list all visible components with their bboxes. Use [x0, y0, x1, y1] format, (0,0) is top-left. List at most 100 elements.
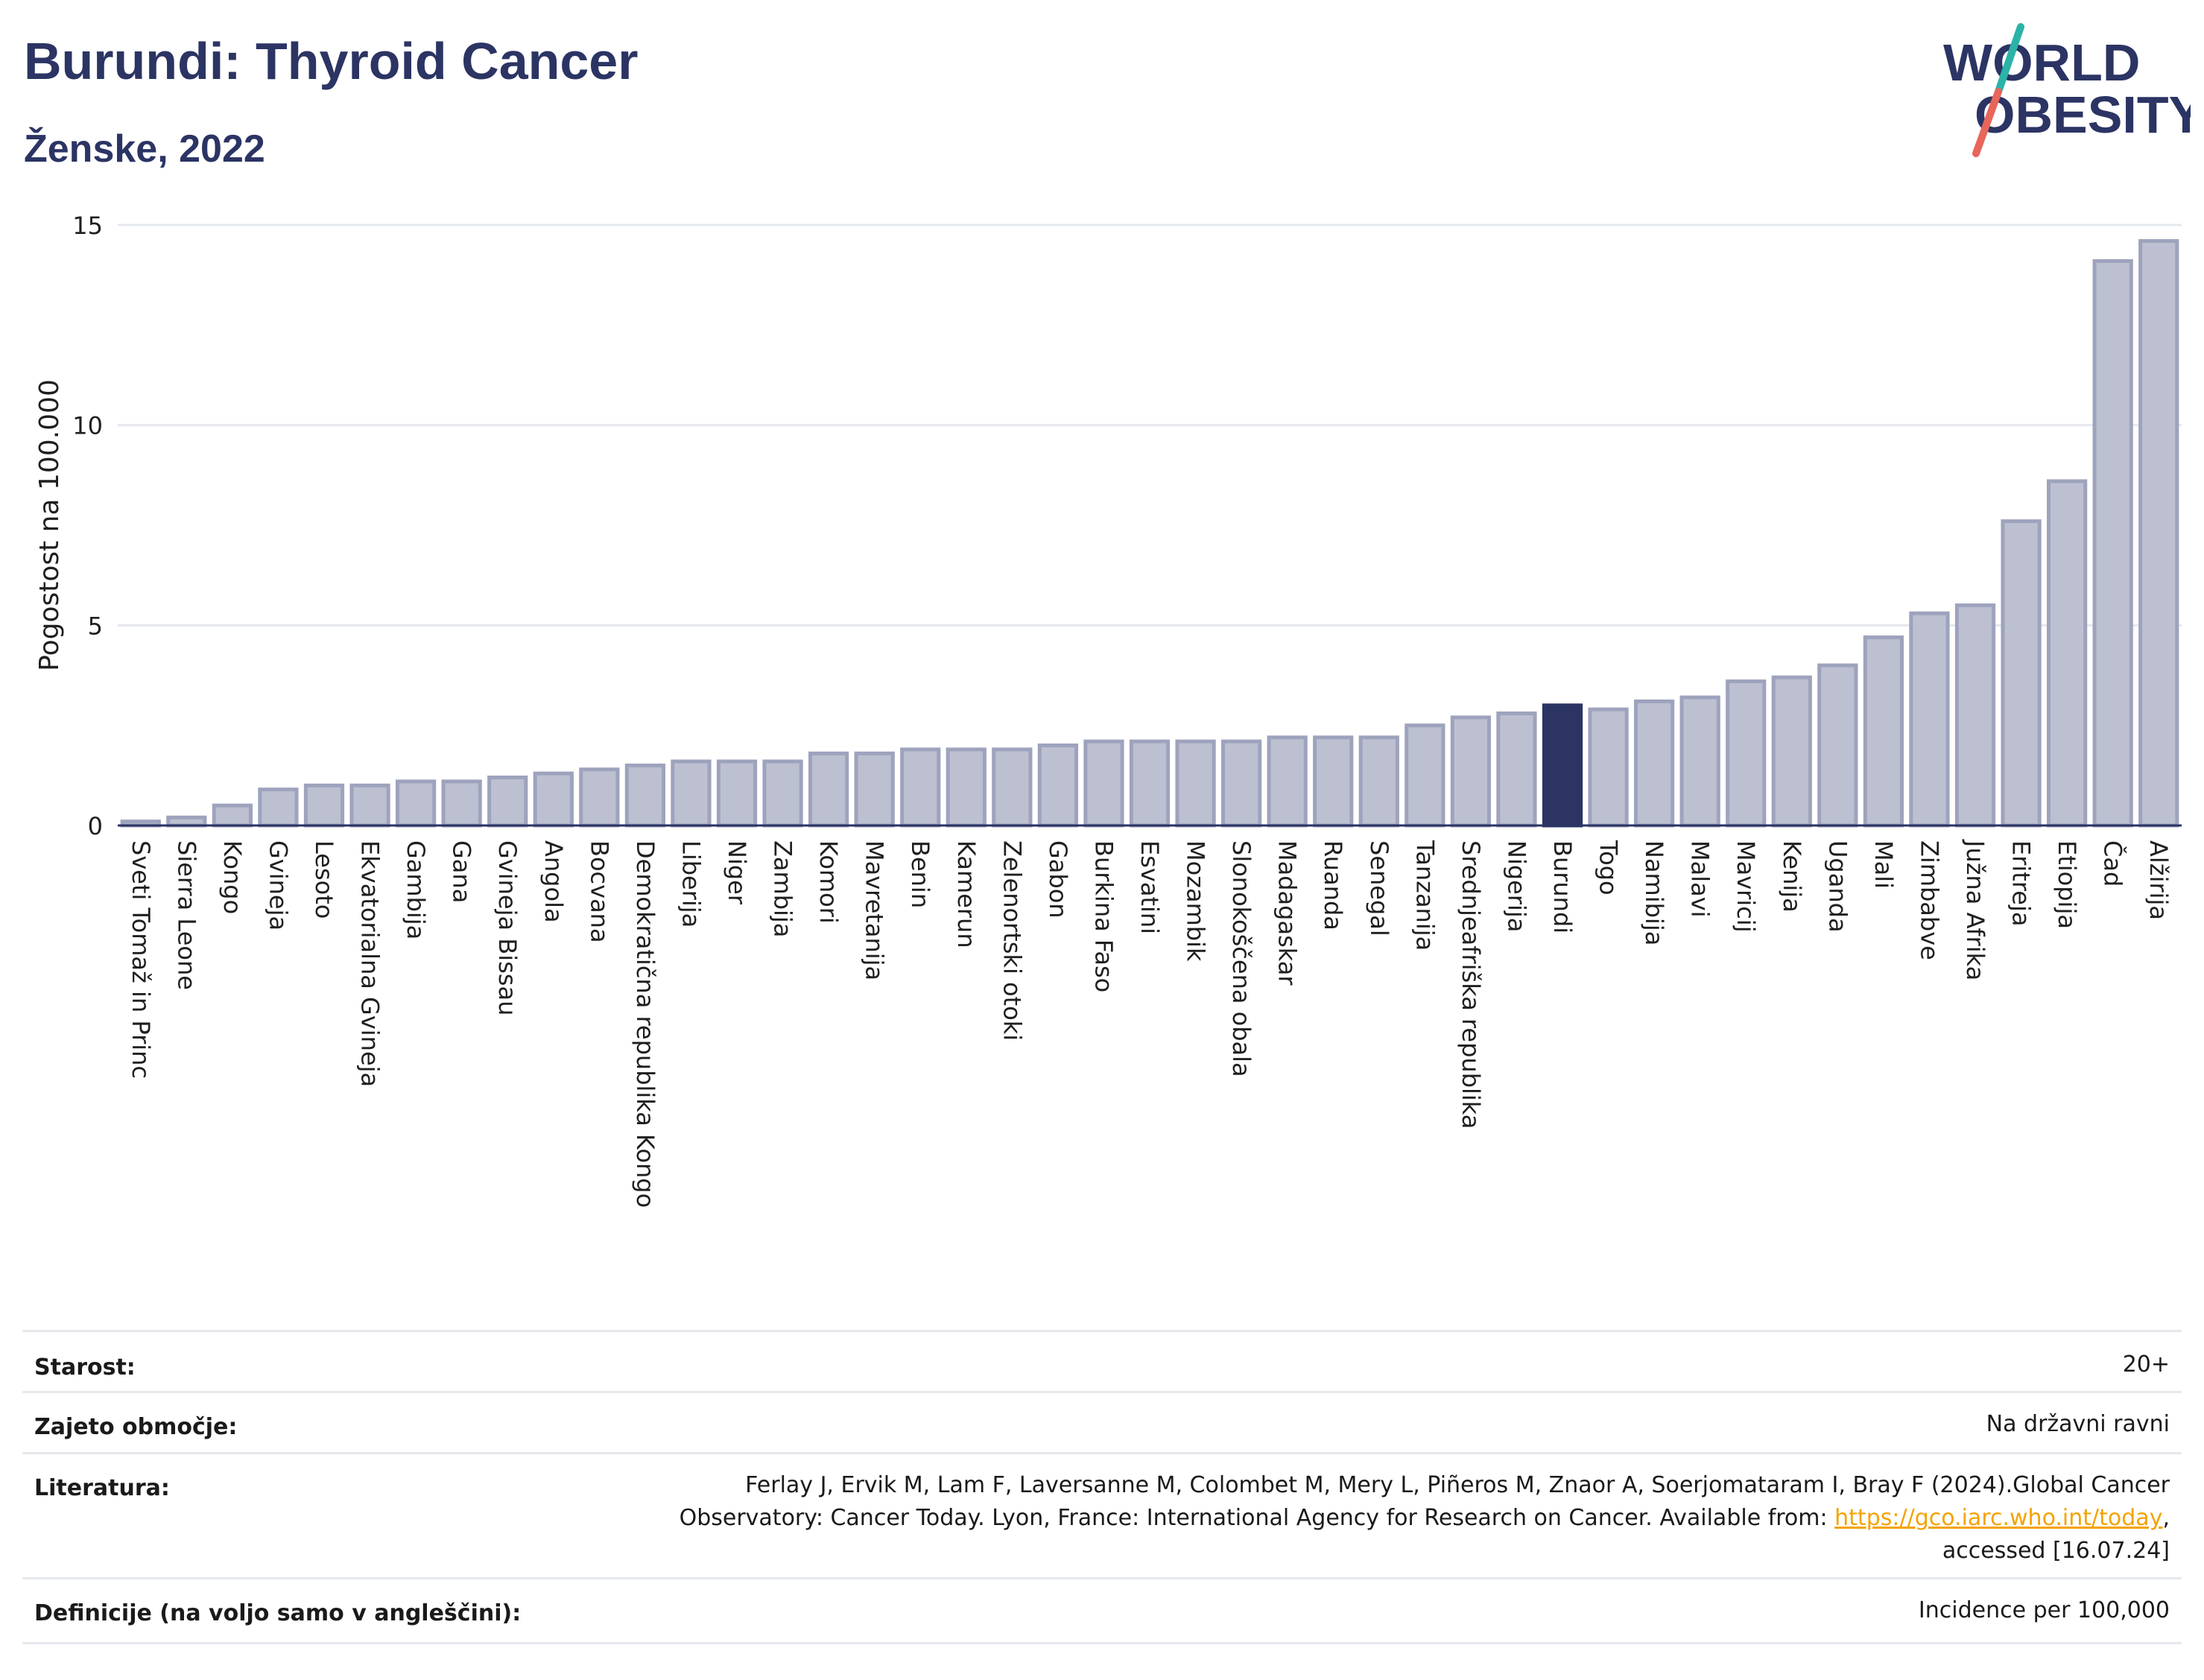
bar-burkina-faso — [1083, 739, 1124, 828]
reference-label: Literatura: — [34, 1475, 170, 1501]
category-label: Srednjeafriška republika — [1457, 840, 1485, 1129]
bar-gvineja — [258, 787, 299, 828]
category-label: Gvineja — [264, 840, 292, 931]
category-label: Gana — [448, 840, 476, 903]
bar-al-irija — [2138, 238, 2179, 828]
logo-slash-bottom — [1972, 88, 2002, 157]
bar-zelenortski-otoki — [992, 747, 1033, 828]
category-label: Malavi — [1686, 840, 1714, 918]
bar-zambija — [762, 759, 803, 828]
bar--ad — [2092, 259, 2133, 828]
definitions-label: Definicije (na voljo samo v angleščini): — [34, 1600, 522, 1626]
reference-link[interactable]: https://gco.iarc.who.int/today — [1834, 1505, 2163, 1531]
bar-sierra-leone — [166, 815, 207, 828]
category-label: Gvineja Bissau — [493, 840, 522, 1015]
info-row-reference: Literatura: Ferlay J, Ervik M, Lam F, La… — [22, 1452, 2182, 1579]
category-label: Madagaskar — [1273, 840, 1302, 986]
category-label: Etiopija — [2053, 840, 2081, 929]
category-label: Benin — [906, 840, 934, 908]
reference-line2: Observatory: Cancer Today. Lyon, France:… — [680, 1502, 2170, 1535]
age-value: 20+ — [2122, 1351, 2170, 1378]
category-label: Niger — [723, 840, 751, 905]
bar-kamerun — [946, 747, 987, 828]
bar-mavretanija — [854, 751, 895, 828]
bar-malavi — [1679, 695, 1720, 828]
reference-line3: accessed [16.07.24] — [1942, 1538, 2170, 1564]
category-label: Uganda — [1823, 840, 1852, 933]
logo-line2: OBESITY — [1975, 86, 2191, 144]
bar-benin — [900, 747, 941, 828]
y-tick-label: 15 — [72, 212, 103, 240]
y-tick-label: 5 — [88, 612, 103, 640]
bar-chart: 0 5 10 15 Sveti Tomaž in Princ Sierra Leone K… — [34, 212, 2182, 1208]
category-label: Nigerija — [1502, 840, 1530, 932]
category-label: Bocvana — [585, 840, 613, 943]
bar-burundi — [1542, 703, 1583, 828]
info-row-age: Starost: 20+ — [22, 1330, 2182, 1393]
bar-madagaskar — [1267, 735, 1308, 828]
category-label: Alžirija — [2144, 840, 2173, 920]
bar-liberija — [671, 759, 712, 828]
reference-line1: Ferlay J, Ervik M, Lam F, Laversanne M, … — [745, 1472, 2170, 1498]
bar-ju-na-afrika — [1954, 603, 1996, 828]
reference-line2-text: Observatory: Cancer Today. Lyon, France:… — [679, 1505, 1835, 1531]
category-label: Burundi — [1548, 840, 1577, 933]
bar-eritreja — [2001, 519, 2042, 828]
bar-mozambik — [1175, 739, 1216, 828]
logo-line1: WORLD — [1943, 34, 2140, 92]
category-label: Demokratična republika Kongo — [631, 840, 659, 1208]
category-label: Mozambik — [1182, 840, 1210, 962]
bar-kenija — [1771, 675, 1812, 828]
y-axis-ticks: 0 5 10 15 — [72, 212, 103, 840]
category-label: Togo — [1595, 840, 1623, 896]
chart-title: Burundi: Thyroid Cancer — [24, 32, 639, 90]
category-label: Eritreja — [2007, 840, 2036, 926]
bar-niger — [716, 759, 758, 828]
bar-angola — [533, 771, 574, 828]
info-row-coverage: Zajeto območje: Na državni ravni — [22, 1391, 2182, 1454]
category-label: Angola — [539, 840, 568, 923]
category-label: Mavricij — [1732, 840, 1760, 933]
category-label: Čad — [2099, 840, 2128, 887]
category-label: Gabon — [1044, 840, 1072, 919]
reference-value: Ferlay J, Ervik M, Lam F, Laversanne M, … — [680, 1469, 2170, 1568]
category-label: Zimbabve — [1915, 840, 1943, 960]
bar-ekvatorialna-gvineja — [349, 783, 390, 828]
coverage-value: Na državni ravni — [1986, 1411, 2170, 1437]
category-label: Ruanda — [1319, 840, 1347, 931]
category-label: Zelenortski otoki — [998, 840, 1026, 1041]
category-label: Mali — [1869, 840, 1898, 889]
bar-gambija — [395, 779, 437, 828]
bar-mali — [1863, 635, 1904, 828]
logo-slash-top — [1995, 23, 2024, 95]
bar-etiopija — [2046, 479, 2088, 828]
bar-srednjeafri-ka-republika — [1450, 715, 1492, 828]
y-axis-label: Pogostost na 100.000 — [34, 379, 65, 671]
info-row-definitions: Definicije (na voljo samo v angleščini):… — [22, 1577, 2182, 1644]
bar-demokrati-na-republika-kongo — [624, 763, 666, 828]
bar-nigerija — [1496, 711, 1537, 828]
bar-uganda — [1817, 663, 1858, 828]
bar-kongo — [212, 803, 253, 828]
category-label: Sierra Leone — [172, 840, 200, 990]
category-label: Južna Afrika — [1961, 839, 1989, 980]
bar-togo — [1588, 707, 1629, 828]
category-label: Liberija — [677, 840, 705, 928]
category-label: Tanzanija — [1410, 840, 1439, 951]
bar-bocvana — [579, 767, 620, 828]
category-labels: Sveti Tomaž in Princ Sierra Leone Kongo Gvi… — [127, 839, 2173, 1208]
category-label: Senegal — [1365, 840, 1393, 936]
y-tick-label: 10 — [72, 412, 103, 440]
category-label: Ekvatorialna Gvineja — [356, 840, 384, 1087]
category-label: Mavretanija — [861, 840, 889, 980]
category-label: Burkina Faso — [1089, 840, 1118, 992]
bar-gana — [441, 779, 482, 828]
category-label: Namibija — [1640, 840, 1668, 945]
bar-zimbabve — [1909, 611, 1950, 828]
category-label: Slonokoščena obala — [1227, 840, 1255, 1077]
category-label: Kamerun — [952, 840, 981, 948]
reference-line2-end: , — [2162, 1505, 2170, 1531]
bars — [120, 238, 2179, 828]
bar-mavricij — [1726, 679, 1767, 828]
category-label: Sveti Tomaž in Princ — [127, 840, 155, 1079]
